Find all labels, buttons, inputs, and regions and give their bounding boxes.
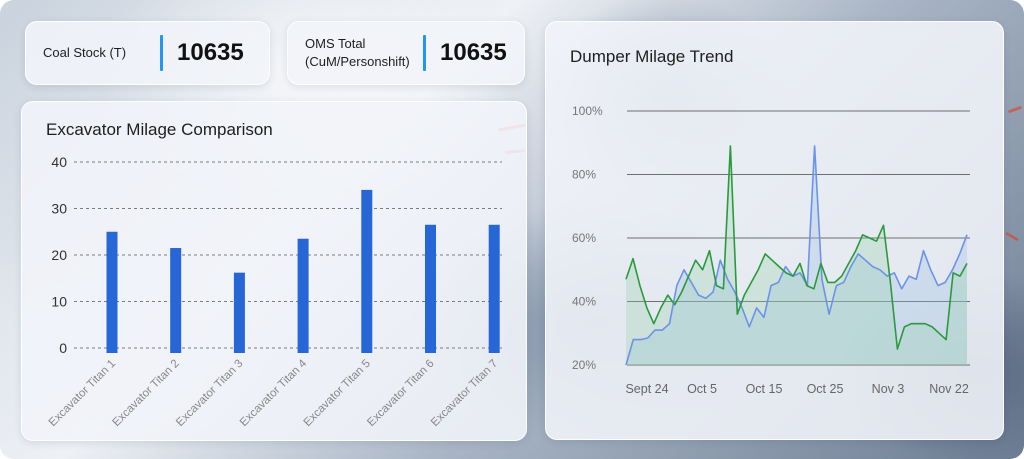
x-tick-label: Excavator Titan 3 [174,358,245,429]
x-tick-label: Excavator Titan 1 [47,358,118,429]
bar [488,224,500,353]
x-tick-label: Excavator Titan 2 [111,358,182,429]
x-tick-label: Nov 22 [929,382,969,396]
x-tick-label: Sept 24 [625,382,668,396]
bar [170,248,182,353]
oms-total-label-line1: OMS Total [305,36,366,51]
bar [233,272,245,353]
y-tick-label: 60% [572,231,596,245]
oms-total-divider [423,35,426,71]
dumper-line-chart: 20% 40% 60% 80% 100% Sept 24 Oct 5 Oct 15 Oct 25… [572,104,970,396]
x-tick-label: Nov 3 [872,382,905,396]
bar [297,238,309,353]
dumper-chart-card: Dumper Milage Trend 20% 40% 60% 80% 100% Sept… [545,21,1004,440]
x-tick-label: Excavator Titan 4 [238,357,310,429]
x-tick-label: Excavator Titan 5 [302,358,373,429]
series-area [626,145,967,365]
x-tick-label: Excavator Titan 7 [429,358,500,429]
y-tick-label: 10 [51,294,67,310]
y-tick-label: 40% [572,295,596,309]
series-line [625,145,968,366]
y-tick-label: 0 [59,340,67,356]
oms-total-value: 10635 [440,39,507,66]
series-line [625,145,968,350]
series-area [626,145,967,365]
x-tick-label: Oct 25 [807,382,844,396]
x-tick-label: Excavator Titan 6 [365,358,436,429]
coal-stock-value: 10635 [177,39,244,66]
y-tick-label: 20 [51,247,67,263]
bar [361,189,373,353]
y-tick-label: 30 [51,201,67,217]
dumper-chart-title: Dumper Milage Trend [570,47,734,66]
x-tick-label: Oct 15 [746,382,783,396]
y-tick-label: 20% [572,358,596,372]
excavator-chart-card: Excavator Milage Comparison 0 10 20 30 40 Exc… [21,101,527,441]
oms-total-label-line2: (CuM/Personshift) [305,54,410,69]
coal-stock-card: Coal Stock (T) 10635 [25,21,270,85]
oms-total-label: OMS Total (CuM/Personshift) [305,35,410,71]
oms-total-card: OMS Total (CuM/Personshift) 10635 [287,21,525,85]
coal-stock-label: Coal Stock (T) [43,45,127,60]
bar [106,231,118,353]
x-tick-label: Oct 5 [687,382,717,396]
y-tick-label: 100% [572,104,603,118]
y-tick-label: 40 [51,154,67,170]
coal-stock-divider [160,35,163,71]
excavator-chart-title: Excavator Milage Comparison [46,120,273,139]
bar [425,224,436,353]
y-tick-label: 80% [572,168,596,182]
